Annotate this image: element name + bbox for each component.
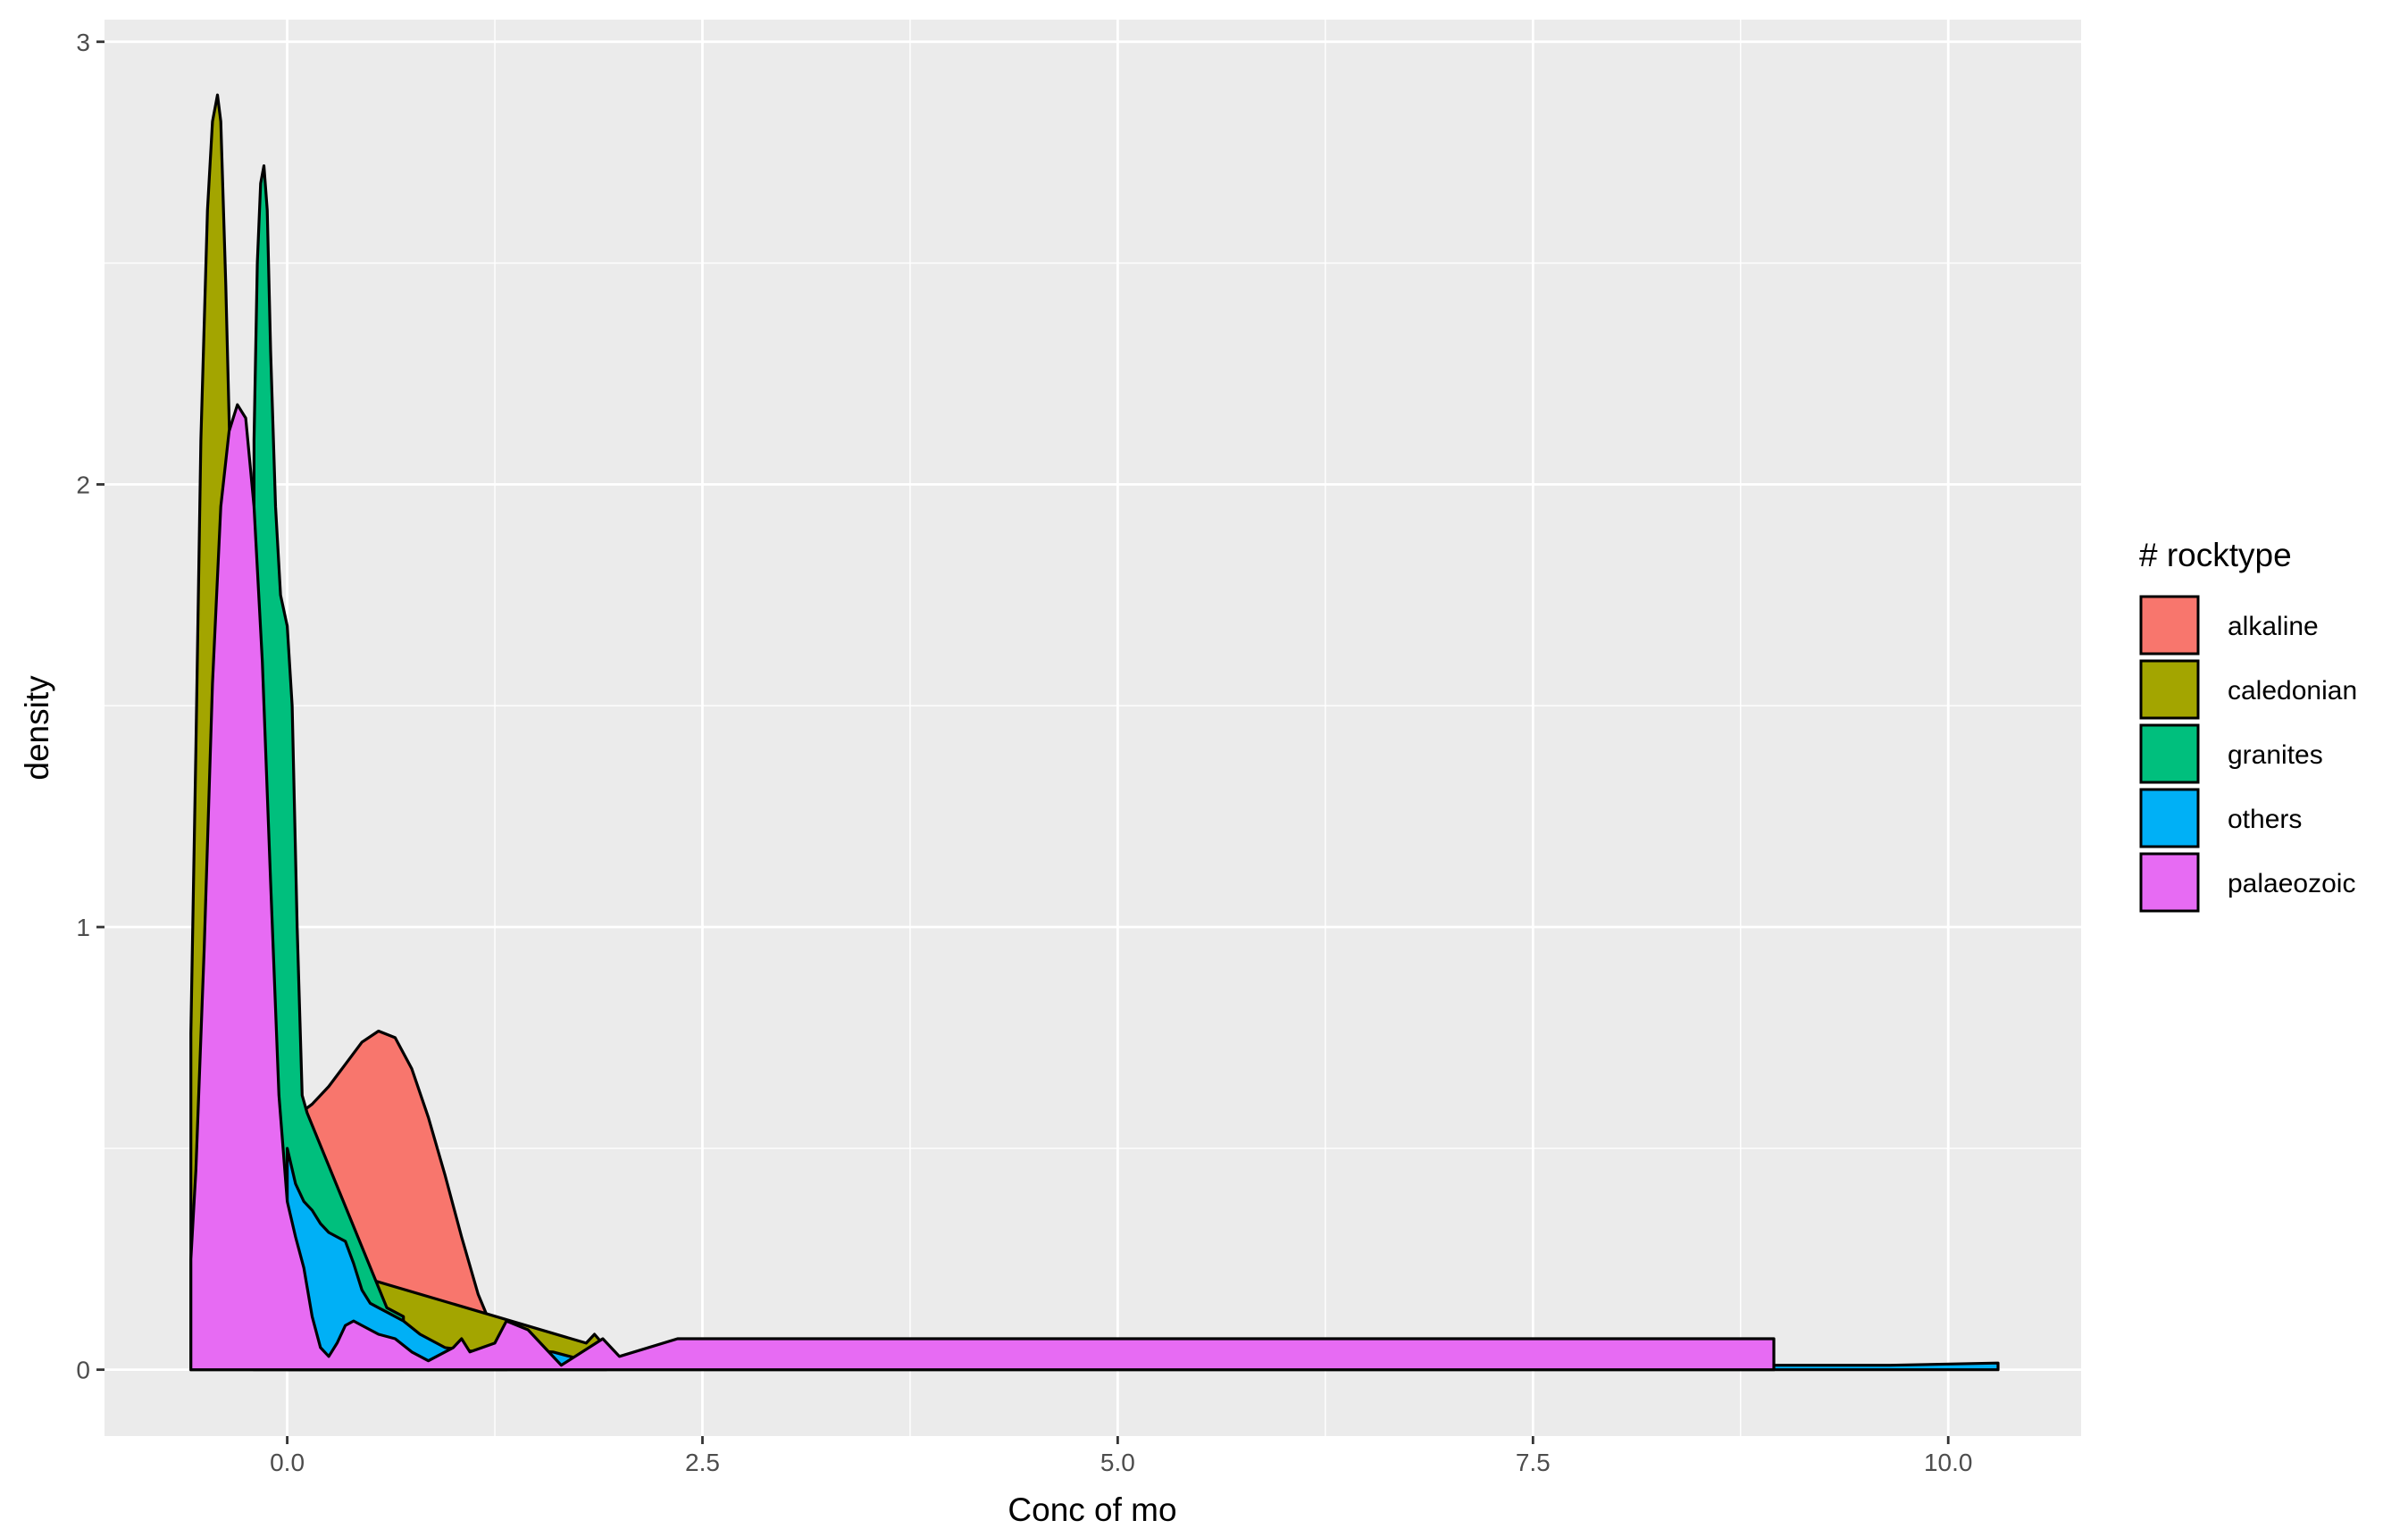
x-tick-label: 7.5 xyxy=(1516,1449,1551,1476)
legend-label-palaeozoic: palaeozoic xyxy=(2228,869,2355,898)
y-tick-label: 2 xyxy=(76,471,90,498)
density-area-granites xyxy=(252,164,406,1372)
legend-label-others: others xyxy=(2228,805,2302,834)
axis-ticks: 0.0 2.5 5.0 7.5 10.0 0 1 2 3 xyxy=(76,29,1972,1476)
y-axis-title: density xyxy=(19,675,55,781)
legend-label-alkaline: alkaline xyxy=(2228,612,2319,641)
y-tick-label: 3 xyxy=(76,29,90,56)
legend-label-caledonian: caledonian xyxy=(2228,676,2357,706)
density-area-palaeozoic xyxy=(189,403,1776,1372)
x-tick-label: 2.5 xyxy=(685,1449,720,1476)
legend-key-granites xyxy=(2139,723,2200,784)
density-areas xyxy=(189,93,2000,1372)
y-tick-label: 0 xyxy=(76,1357,90,1384)
legend-title: # rocktype xyxy=(2139,537,2292,573)
x-tick-label: 5.0 xyxy=(1100,1449,1135,1476)
x-tick-label: 10.0 xyxy=(1924,1449,1973,1476)
legend-label-granites: granites xyxy=(2228,740,2323,770)
x-tick-label: 0.0 xyxy=(270,1449,305,1476)
legend-key-others xyxy=(2139,788,2200,848)
legend-key-caledonian xyxy=(2139,659,2200,720)
legend-key-alkaline xyxy=(2139,595,2200,656)
y-tick-label: 1 xyxy=(76,914,90,941)
legend-key-palaeozoic xyxy=(2139,852,2200,913)
x-axis-title: Conc of mo xyxy=(1008,1491,1176,1528)
legend: # rocktype alkaline caledonian granites oth… xyxy=(2139,537,2357,913)
